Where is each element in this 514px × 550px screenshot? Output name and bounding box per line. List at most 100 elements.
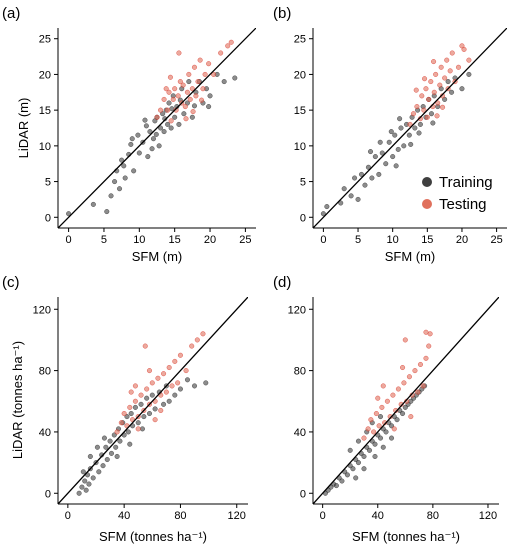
x-tick-label: 25 [490, 234, 502, 246]
training-point [398, 125, 404, 131]
training-point [395, 146, 401, 152]
training-point [206, 104, 212, 110]
one-to-one-line [58, 28, 256, 228]
testing-point [400, 364, 406, 371]
training-point [135, 132, 141, 138]
training-point [117, 438, 123, 444]
testing-point [375, 395, 381, 401]
training-point [383, 429, 389, 435]
training-point [135, 420, 141, 426]
training-point [355, 196, 361, 202]
training-point [348, 193, 354, 199]
training-point [191, 103, 198, 109]
training-point [144, 395, 150, 401]
y-tick-label: 0 [300, 488, 306, 500]
training-point [161, 401, 167, 407]
training-point [466, 71, 472, 77]
testing-point [431, 59, 437, 65]
training-point [103, 444, 109, 450]
testing-point [158, 407, 164, 414]
testing-point [435, 100, 441, 106]
testing-point [166, 364, 172, 371]
training-point [401, 143, 407, 149]
y-tick-label: 0 [45, 212, 51, 224]
training-point [139, 426, 145, 432]
training-point [362, 182, 368, 188]
training-point [107, 438, 113, 444]
training-point [141, 414, 147, 420]
testing-point [170, 96, 176, 102]
testing-point [167, 74, 173, 80]
testing-point [144, 386, 150, 392]
y-tick-label: 80 [39, 366, 51, 378]
training-point [339, 478, 345, 484]
testing-point [426, 96, 432, 102]
training-point [79, 484, 85, 490]
legend-swatch-testing [422, 199, 432, 209]
training-point [377, 435, 384, 441]
testing-point [142, 343, 148, 349]
testing-point [202, 71, 208, 77]
training-point [119, 157, 125, 163]
training-point [87, 453, 93, 460]
training-point [129, 136, 135, 142]
training-point [393, 163, 399, 169]
panel-label: (a) [2, 5, 20, 22]
training-point [112, 179, 118, 185]
training-point [361, 466, 367, 472]
testing-point [410, 111, 417, 117]
testing-point [197, 57, 203, 63]
training-point [66, 211, 72, 217]
testing-point [401, 380, 407, 386]
training-point [365, 164, 371, 170]
training-point [94, 444, 100, 450]
testing-point [154, 114, 160, 120]
points-layer [58, 28, 256, 228]
training-point [355, 438, 362, 444]
training-point [191, 383, 198, 389]
testing-point [421, 107, 427, 113]
training-point [172, 114, 178, 120]
training-point [430, 120, 436, 126]
training-point [108, 450, 115, 456]
training-point [100, 463, 106, 469]
training-point [143, 123, 149, 129]
y-tick-label: 5 [45, 177, 51, 189]
y-tick-label: 10 [294, 141, 306, 153]
testing-point [371, 429, 377, 435]
testing-point [428, 79, 434, 85]
testing-point [407, 121, 413, 127]
y-axis-label: LiDAR (m) [16, 98, 31, 159]
testing-point [199, 97, 205, 103]
training-point [394, 417, 400, 423]
testing-point [161, 96, 167, 102]
points-layer [58, 297, 248, 504]
testing-point [169, 383, 175, 389]
training-point [417, 121, 423, 127]
training-point [145, 154, 151, 160]
x-axis-label: SFM (m) [132, 249, 183, 264]
training-point [149, 146, 155, 152]
training-point [127, 441, 133, 447]
training-point [361, 453, 367, 460]
testing-point [132, 383, 138, 389]
training-point [377, 414, 384, 420]
testing-point [384, 398, 390, 404]
training-point [76, 490, 82, 496]
training-point [150, 136, 157, 142]
testing-point [426, 343, 432, 349]
y-tick-label: 80 [294, 366, 306, 378]
testing-point [189, 86, 195, 92]
training-point [428, 111, 435, 117]
training-point [176, 121, 182, 127]
testing-point [183, 116, 189, 122]
testing-point [414, 104, 420, 110]
training-point [132, 404, 138, 410]
training-point [344, 472, 350, 478]
training-point [341, 186, 347, 192]
training-point [388, 129, 394, 135]
testing-point [187, 96, 193, 102]
training-point [184, 377, 191, 383]
testing-point [447, 68, 453, 74]
